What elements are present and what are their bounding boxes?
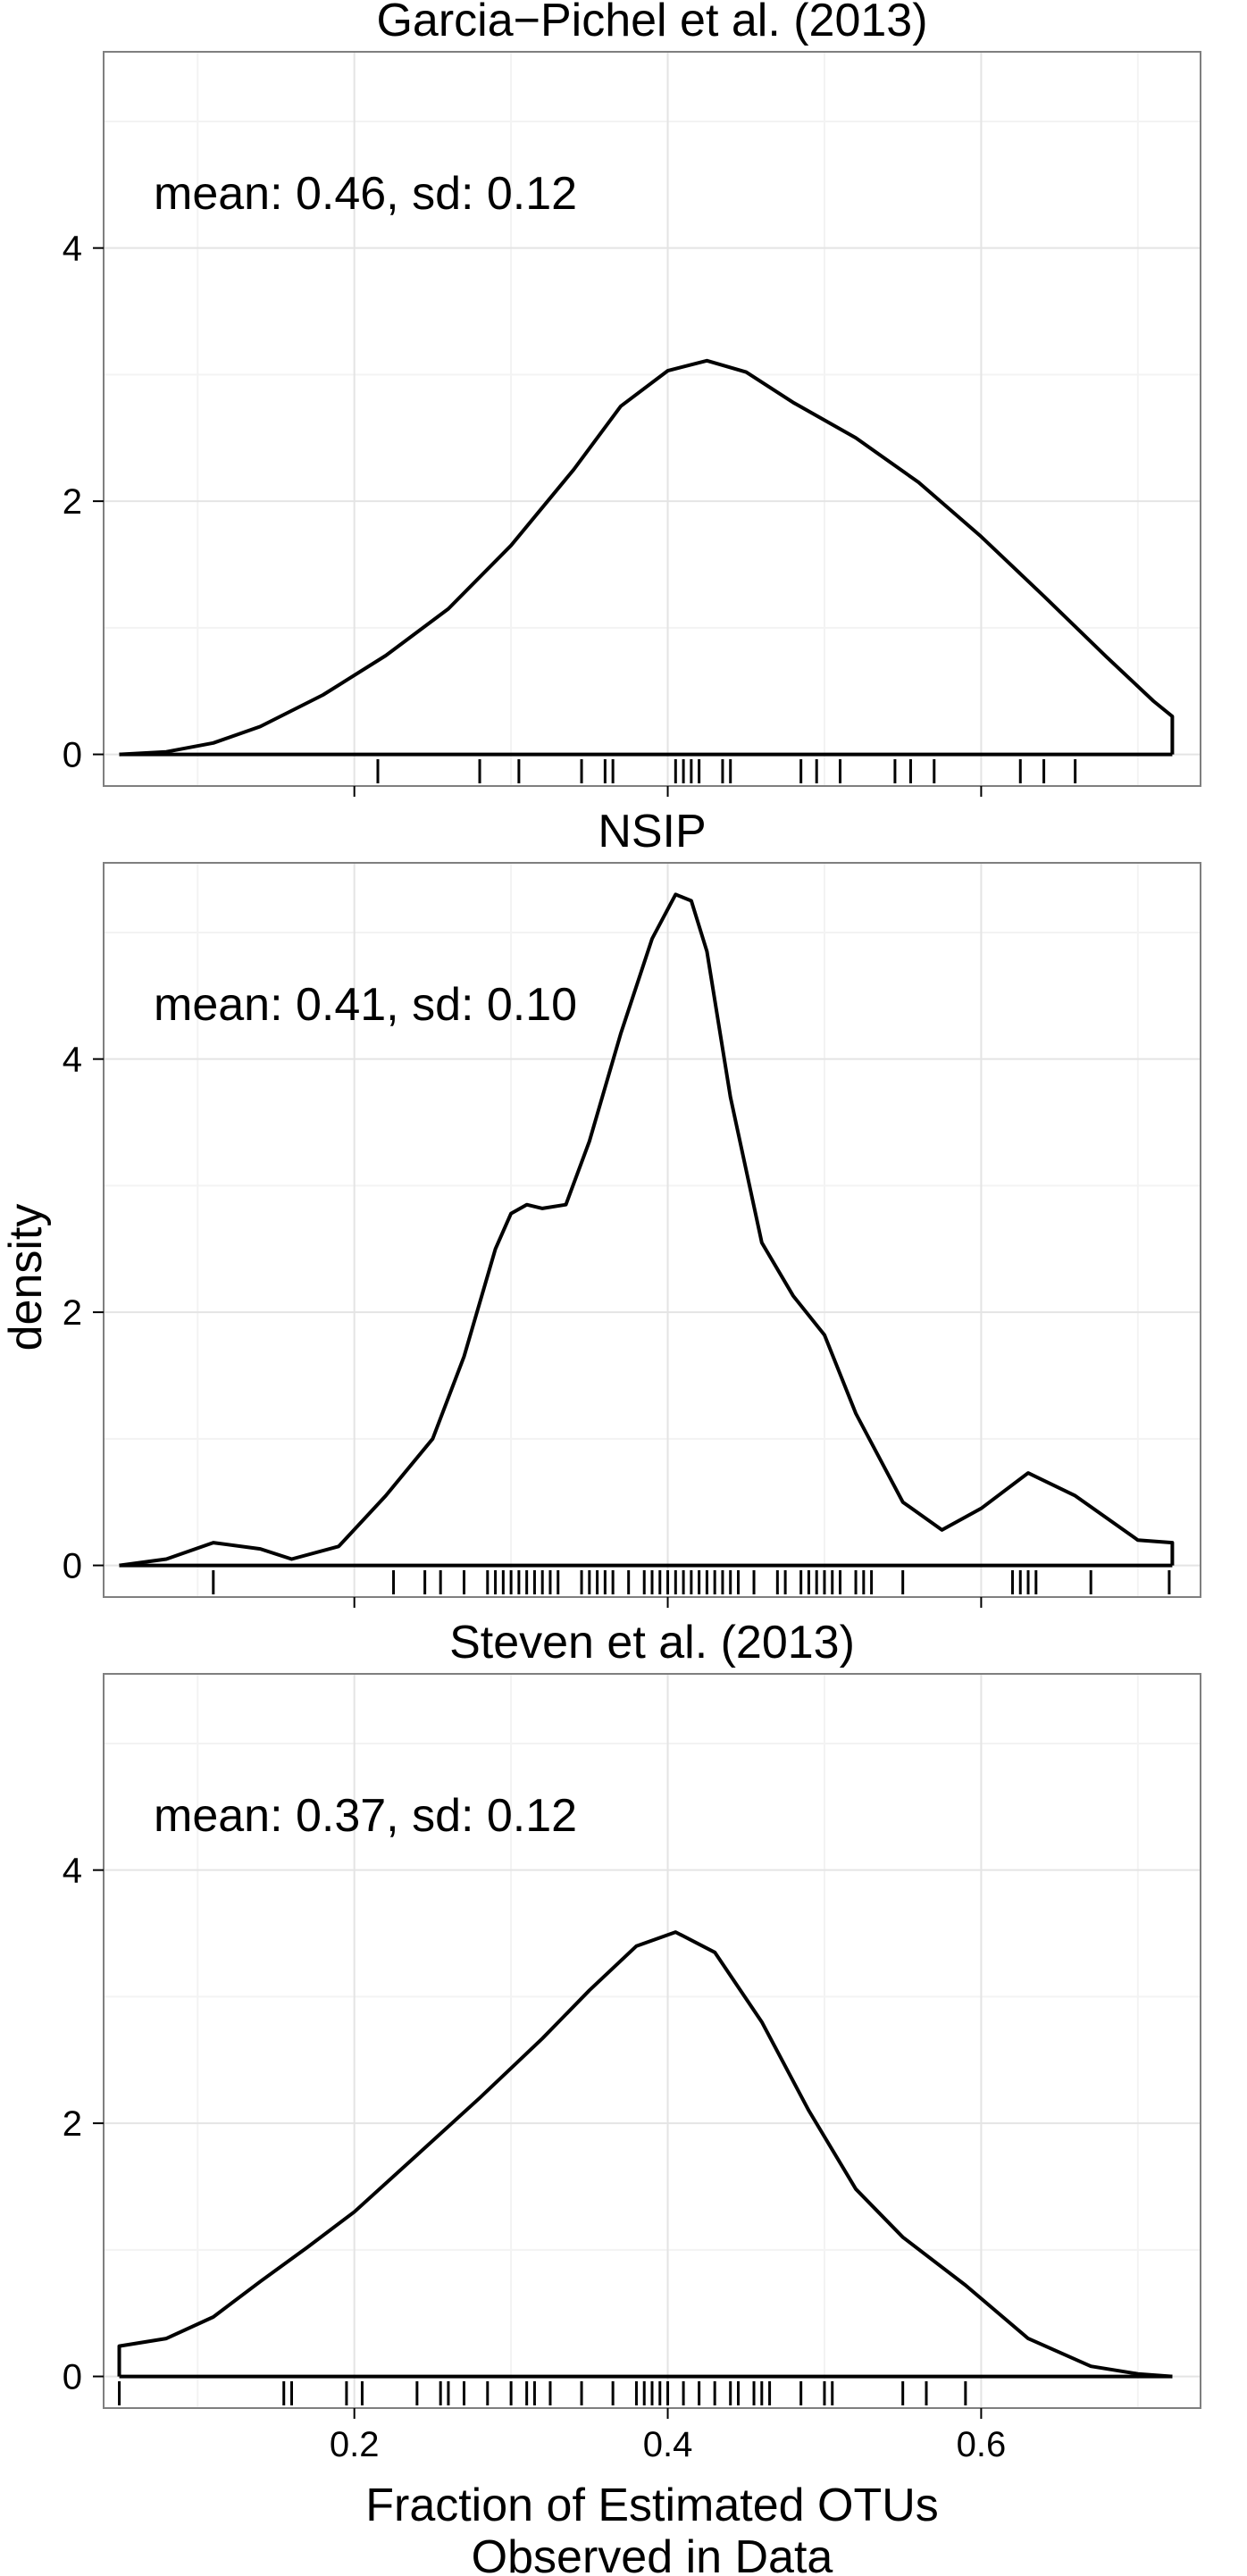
panel-background xyxy=(104,1674,1201,2408)
y-tick-label: 2 xyxy=(63,482,82,522)
stats-annotation: mean: 0.46, sd: 0.12 xyxy=(154,168,577,220)
y-tick-label: 2 xyxy=(63,2104,82,2144)
x-axis-title: Observed in Data xyxy=(472,2531,833,2576)
panel-title: NSIP xyxy=(598,806,706,857)
stats-annotation: mean: 0.41, sd: 0.10 xyxy=(154,979,577,1031)
x-tick-label: 0.2 xyxy=(330,2425,380,2464)
panel-border xyxy=(103,862,1201,1598)
panel-border xyxy=(103,1673,1201,2409)
density-curve xyxy=(119,358,1175,757)
x-tick-label: 0.6 xyxy=(957,2425,1007,2464)
panel-title: Garcia−Pichel et al. (2013) xyxy=(376,0,927,46)
y-axis-title: density xyxy=(0,1204,52,1351)
density-curve xyxy=(117,1930,1173,2379)
y-tick-label: 0 xyxy=(63,2358,82,2397)
panel-2: 0 2 4 NSIP mean: 0.41, sd: 0.10 xyxy=(63,806,1201,1608)
stats-annotation: mean: 0.37, sd: 0.12 xyxy=(154,1790,577,1842)
panel-1: 0 2 4 Garcia−Pichel et al. (2013) mean: 0.46… xyxy=(63,0,1201,797)
y-tick-label: 4 xyxy=(63,230,82,269)
panel-border xyxy=(103,51,1201,787)
x-tick-label: 0.4 xyxy=(643,2425,693,2464)
panel-3: 0 2 4 Steven et al. (2013) mean: 0.37, sd: 0… xyxy=(63,1617,1201,2419)
panel-background xyxy=(104,863,1201,1597)
x-axis-title: Fraction of Estimated OTUs xyxy=(365,2480,939,2531)
y-tick-label: 4 xyxy=(63,1852,82,1891)
panel-background xyxy=(104,52,1201,786)
panel-title: Steven et al. (2013) xyxy=(449,1617,855,1669)
y-tick-label: 2 xyxy=(63,1293,82,1333)
y-tick-label: 4 xyxy=(63,1041,82,1080)
y-tick-label: 0 xyxy=(63,736,82,775)
y-tick-label: 0 xyxy=(63,1547,82,1586)
density-curve xyxy=(119,892,1175,1568)
